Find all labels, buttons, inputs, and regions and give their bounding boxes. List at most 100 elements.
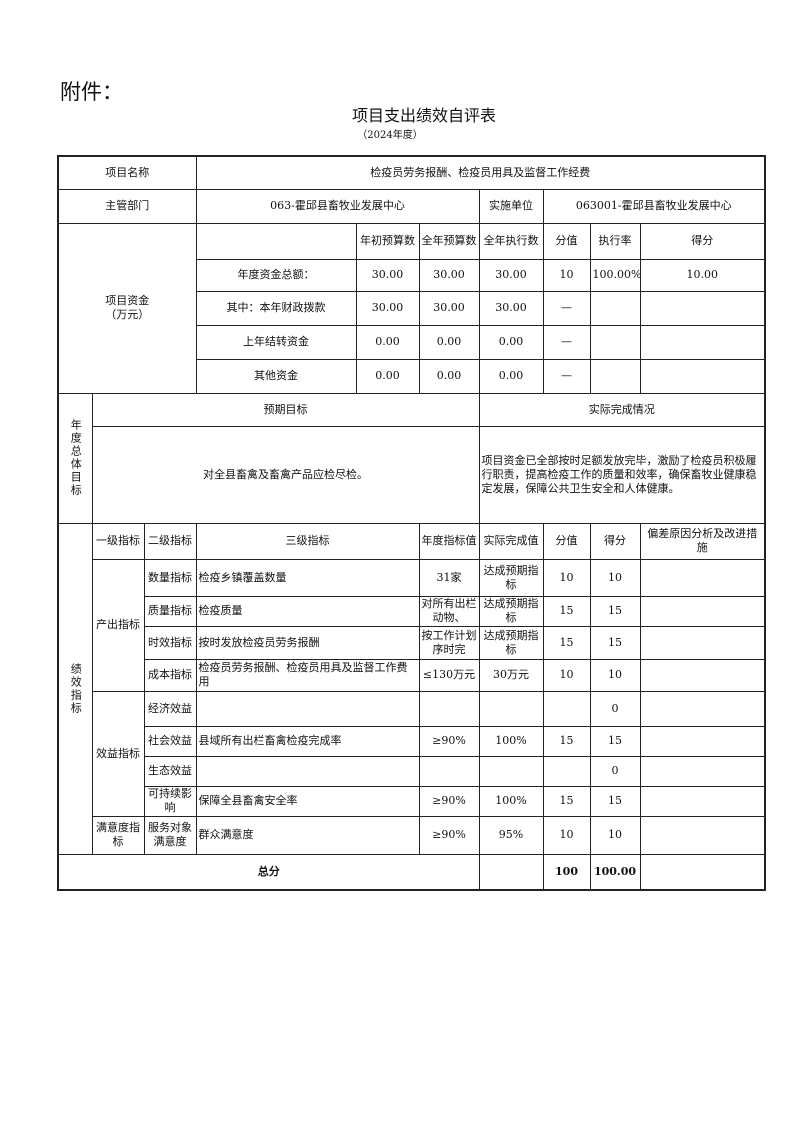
total-label: 总分: [57, 853, 480, 891]
funds-value: [589, 290, 641, 326]
target-value: [418, 690, 480, 727]
funds-value: 30.00: [355, 258, 420, 292]
level3-indicator: [195, 755, 420, 787]
project-name: 检疫员劳务报酬、检疫员用具及监督工作经费: [195, 155, 766, 190]
total-note: [639, 853, 766, 891]
target-value: 31家: [418, 558, 480, 597]
header: 得分: [589, 522, 641, 560]
table-row: 生态效益 0: [58, 755, 766, 787]
level3-indicator: 县域所有出栏畜禽检疫完成率: [195, 725, 420, 757]
dept-label: 主管部门: [57, 188, 197, 224]
table-row: 效益指标 经济效益 0: [58, 690, 766, 817]
funds-header: 得分: [639, 222, 766, 260]
score: 10: [589, 815, 641, 855]
funds-value: 10.00: [639, 258, 766, 292]
actual-value: 95%: [478, 815, 544, 855]
level2-indicator: 成本指标: [143, 658, 197, 692]
funds-value: 0.00: [418, 358, 480, 394]
goal-actual: 项目资金已全部按时足额发放完毕，激励了检疫员积极履行职责，提高检疫工作的质量和效…: [478, 425, 766, 524]
score: 10: [589, 558, 641, 597]
funds-value: 30.00: [418, 258, 480, 292]
funds-value: [639, 358, 766, 394]
target-value: [418, 755, 480, 787]
funds-value: 0.00: [478, 324, 544, 360]
header: 一级指标: [91, 522, 145, 560]
funds-row-name: 其中：本年财政拨款: [195, 290, 357, 326]
table-row: 年度资金总额： 30.00 30.00 30.00 10 100.00% 10.00: [58, 258, 766, 292]
table-row: 质量指标 检疫质量 对所有出栏动物、 达成预期指标 15 15: [58, 595, 766, 627]
level2-indicator: 服务对象满意度: [143, 815, 197, 855]
total-score-max: 100: [542, 853, 591, 891]
funds-value: —: [542, 290, 591, 326]
evaluation-table: 项目名称 检疫员劳务报酬、检疫员用具及监督工作经费 主管部门 063-霍邱县畜牧业发展…: [57, 155, 767, 891]
vertical-label: 年度总体目标: [69, 419, 83, 497]
indicators-label: 绩效指标: [57, 522, 93, 855]
level2-indicator: 可持续影响: [143, 785, 197, 817]
funds-value: —: [542, 324, 591, 360]
header: 年度指标值: [418, 522, 480, 560]
score: 15: [589, 625, 641, 660]
total-score: 100.00: [589, 853, 641, 891]
header: 二级指标: [143, 522, 197, 560]
funds-header: 分值: [542, 222, 591, 260]
level3-indicator: 保障全县畜禽安全率: [195, 785, 420, 817]
target-value: ≥90%: [418, 725, 480, 757]
score-max: [542, 690, 591, 727]
funds-value: [639, 324, 766, 360]
score: 0: [589, 755, 641, 787]
level2-indicator: 社会效益: [143, 725, 197, 757]
score-max: 10: [542, 815, 591, 855]
header: 偏差原因分析及改进措施: [639, 522, 766, 560]
table-row: 成本指标 检疫员劳务报酬、检疫员用具及监督工作费用 ≤130万元 30万元 10 10: [58, 658, 766, 692]
table-row: 年度总体目标 预期目标 实际完成情况: [57, 392, 766, 524]
funds-header: 执行率: [589, 222, 641, 260]
score: 10: [589, 658, 641, 692]
actual-value: 100%: [478, 725, 544, 757]
funds-row-name: 上年结转资金: [195, 324, 357, 360]
score-max: 15: [542, 595, 591, 627]
level3-indicator: 检疫员劳务报酬、检疫员用具及监督工作费用: [195, 658, 420, 692]
blank: [478, 853, 544, 891]
score: 15: [589, 785, 641, 817]
deviation-note: [639, 725, 766, 757]
deviation-note: [639, 690, 766, 727]
table-row: 项目名称 检疫员劳务报酬、检疫员用具及监督工作经费: [57, 155, 766, 190]
score: 0: [589, 690, 641, 727]
level2-indicator: 质量指标: [143, 595, 197, 627]
level3-indicator: 群众满意度: [195, 815, 420, 855]
deviation-note: [639, 595, 766, 627]
table-row: 绩效指标 一级指标 二级指标 三级指标 年度指标值 实际完成值 分值 得分 偏差原因分析及改进措…: [57, 522, 766, 855]
funds-value: 30.00: [478, 290, 544, 326]
deviation-note: [639, 755, 766, 787]
level3-indicator: 按时发放检疫员劳务报酬: [195, 625, 420, 660]
vertical-label: 绩效指标: [69, 662, 83, 715]
actual-value: [478, 690, 544, 727]
header: 三级指标: [195, 522, 420, 560]
target-value: ≥90%: [418, 785, 480, 817]
actual-value: 30万元: [478, 658, 544, 692]
table-row: 社会效益 县域所有出栏畜禽检疫完成率 ≥90% 100% 15 15: [58, 725, 766, 757]
funds-value: [639, 290, 766, 326]
funds-value: 0.00: [355, 324, 420, 360]
goal-expected: 对全县畜禽及畜禽产品应检尽检。: [91, 425, 480, 524]
actual-value: 达成预期指标: [478, 595, 544, 627]
actual-value: 达成预期指标: [478, 558, 544, 597]
level1-indicator: 满意度指标: [91, 815, 145, 855]
funds-value: —: [542, 358, 591, 394]
level3-indicator: 检疫乡镇覆盖数量: [195, 558, 420, 597]
level2-indicator: 时效指标: [143, 625, 197, 660]
funds-value: 30.00: [418, 290, 480, 326]
funds-header: 全年执行数: [478, 222, 544, 260]
table-row: 其他资金 0.00 0.00 0.00—: [58, 358, 766, 394]
table-row: 项目资金 （万元） 年初预算数 全年预算数 全年执行数 分值 执行率 得分: [57, 222, 766, 394]
target-value: 对所有出栏动物、: [418, 595, 480, 627]
dept-value: 063-霍邱县畜牧业发展中心: [195, 188, 480, 224]
level1-indicator: 效益指标: [91, 690, 145, 817]
actual-value: [478, 755, 544, 787]
blank: [195, 222, 357, 260]
score-max: 15: [542, 785, 591, 817]
unit-value: 063001-霍邱县畜牧业发展中心: [542, 188, 766, 224]
target-value: ≤130万元: [418, 658, 480, 692]
table-row: 可持续影响 保障全县畜禽安全率 ≥90% 100% 15 15: [58, 785, 766, 817]
score-max: 15: [542, 625, 591, 660]
